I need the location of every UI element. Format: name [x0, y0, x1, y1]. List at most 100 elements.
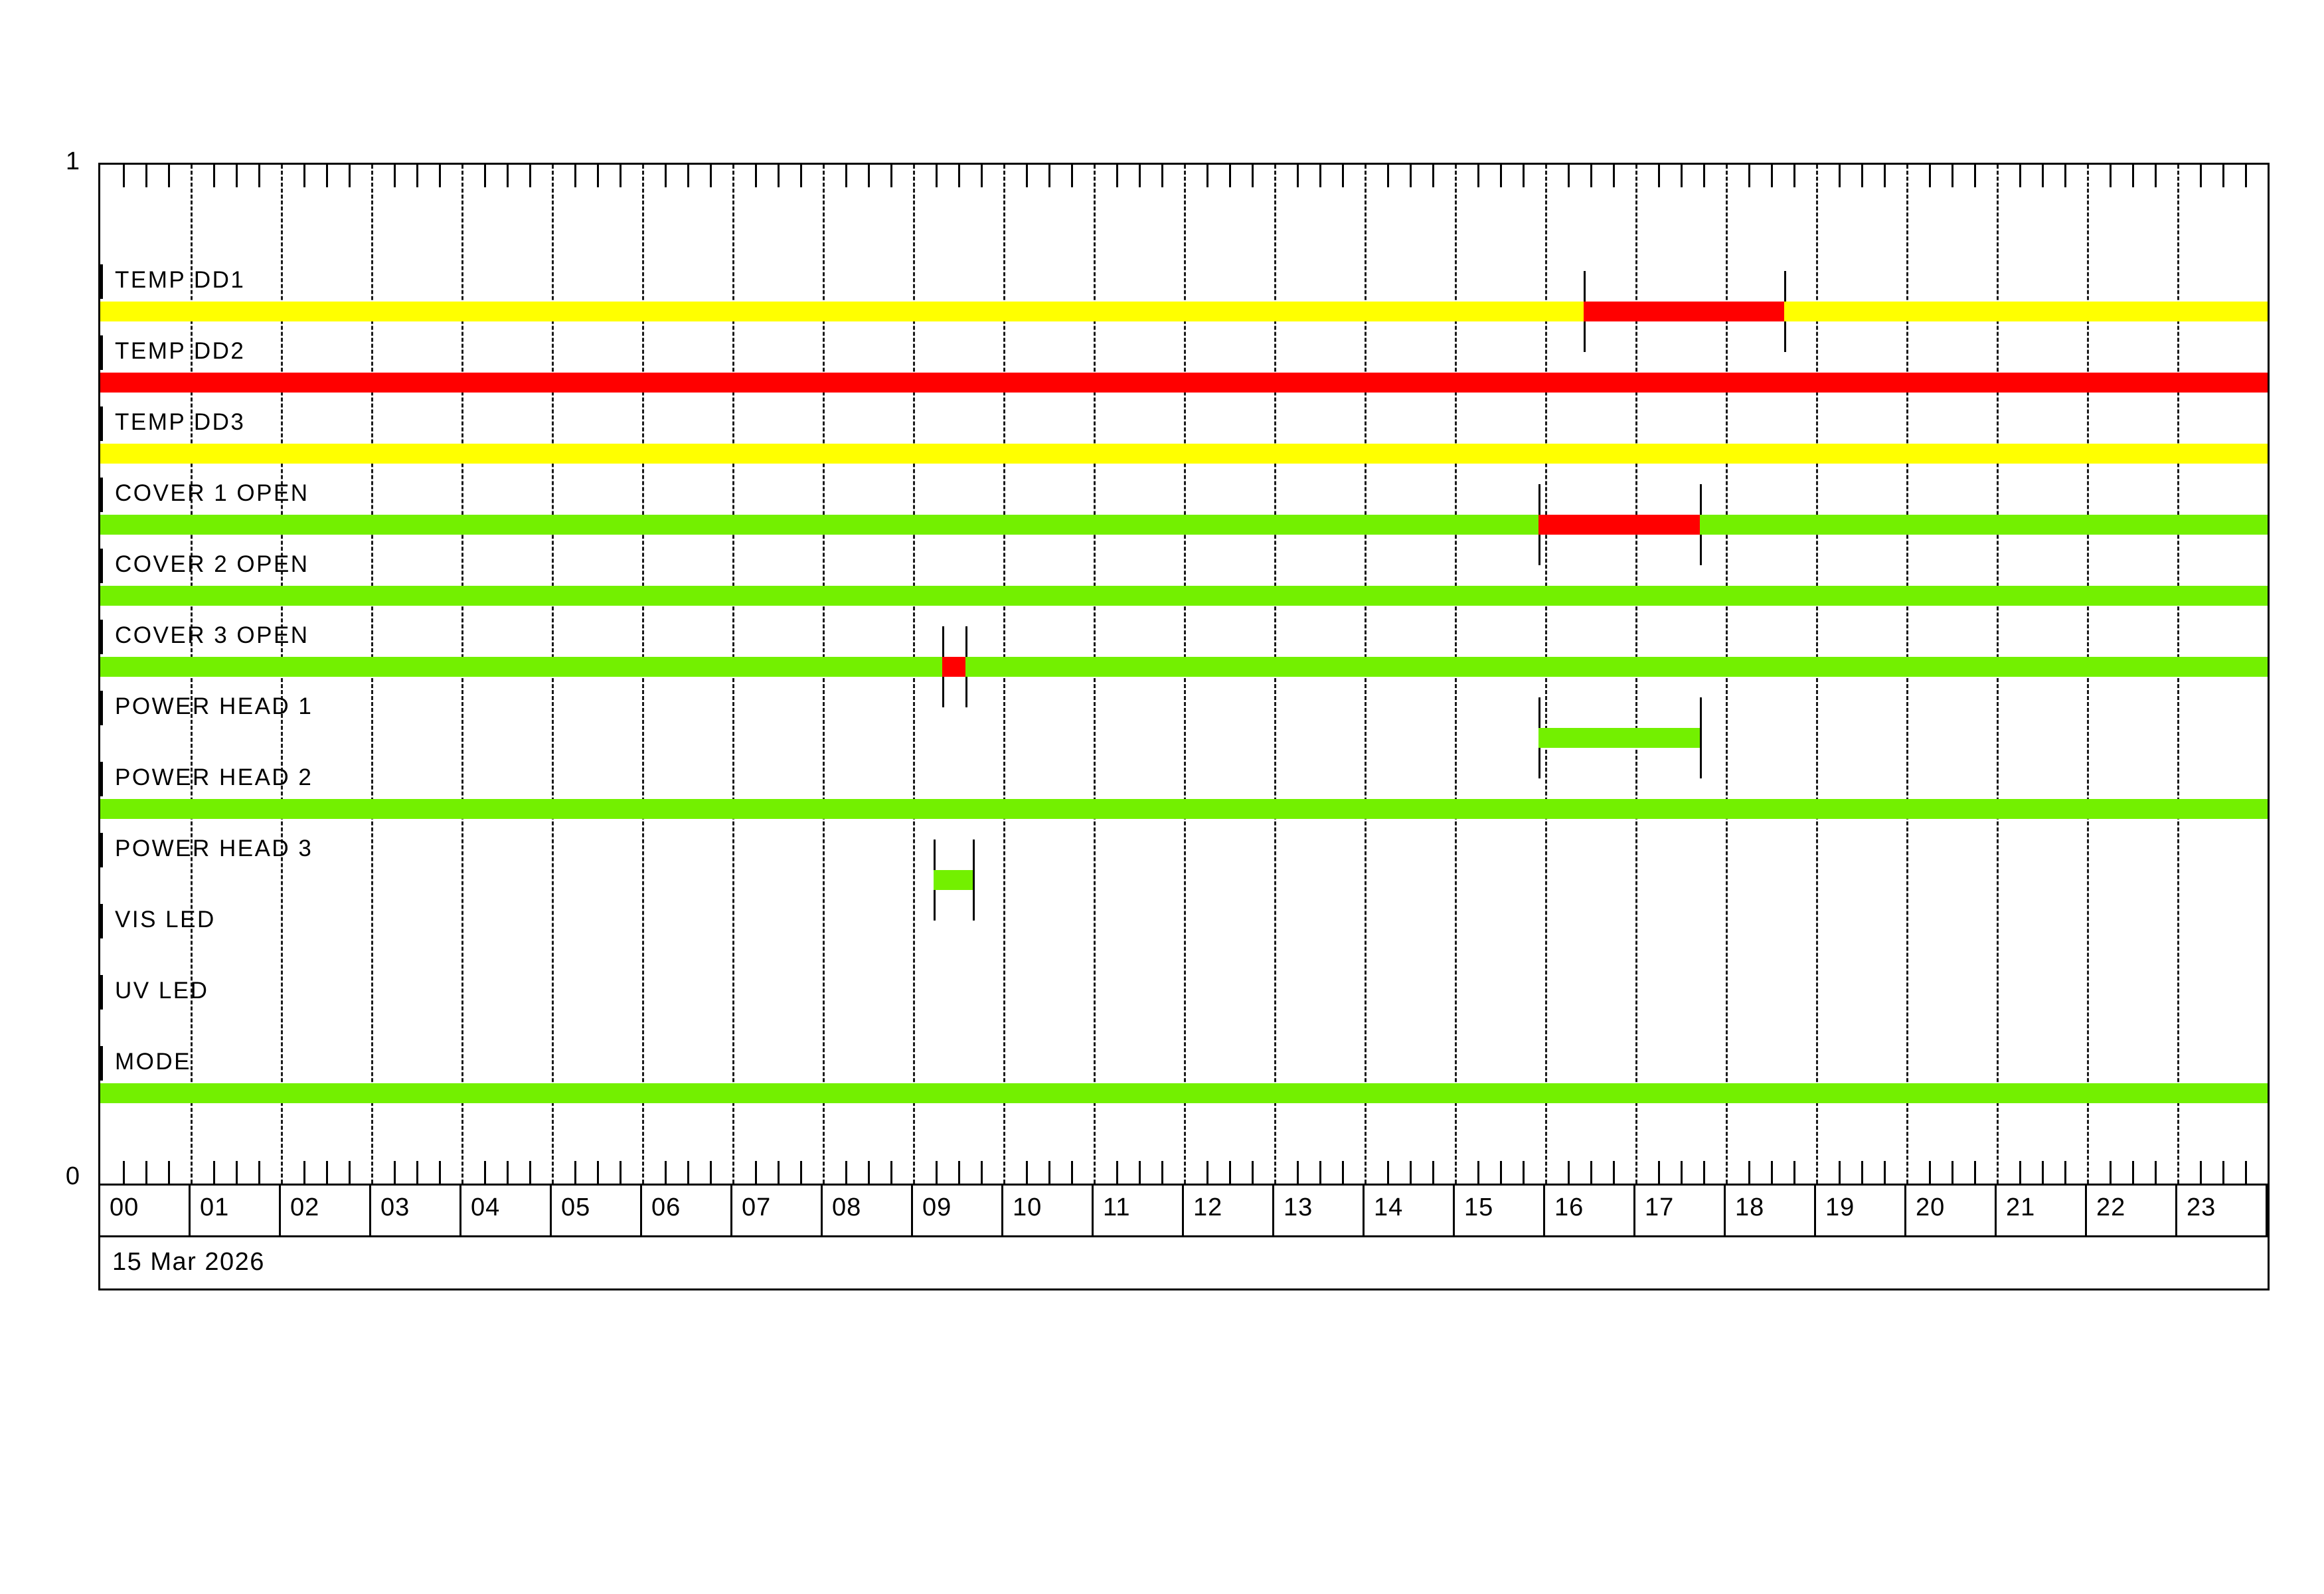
hour-tick-label: 14	[1374, 1194, 1404, 1221]
hour-tick-label-cell: 03	[371, 1186, 461, 1235]
x-axis-minor-tick-top	[1613, 165, 1615, 187]
hour-tick-label-cell: 12	[1184, 1186, 1274, 1235]
x-axis-minor-tick-top	[620, 165, 622, 187]
x-axis-minor-tick-bottom	[1161, 1161, 1163, 1184]
row-axis-tick	[100, 549, 103, 583]
x-axis-minor-tick-bottom	[2132, 1161, 2134, 1184]
hour-tick-label-cell: 01	[191, 1186, 281, 1235]
x-axis-minor-tick-top	[868, 165, 870, 187]
x-axis-minor-tick-top	[1703, 165, 1705, 187]
x-axis-minor-tick-bottom	[710, 1161, 712, 1184]
status-segment	[1538, 728, 1700, 748]
x-axis-minor-tick-bottom	[2222, 1161, 2224, 1184]
x-axis-minor-tick-top	[258, 165, 260, 187]
channel-label: TEMP DD2	[115, 338, 246, 364]
status-segment	[100, 799, 2268, 819]
x-axis-minor-tick-bottom	[1500, 1161, 1502, 1184]
channel-label: COVER 2 OPEN	[115, 551, 309, 577]
x-axis-minor-tick-top	[1500, 165, 1502, 187]
status-segment	[934, 870, 973, 890]
hour-tick-label-cell: 16	[1545, 1186, 1635, 1235]
status-segment	[965, 657, 2268, 677]
channel-label: UV LED	[115, 978, 209, 1004]
hour-tick-label-cell: 00	[100, 1186, 191, 1235]
hour-tick-label-cell: 13	[1274, 1186, 1365, 1235]
x-axis-minor-tick-top	[890, 165, 892, 187]
row-axis-tick	[100, 478, 103, 512]
y-axis-label-bottom: 0	[65, 1162, 80, 1190]
channel-label: VIS LED	[115, 907, 216, 932]
channel-label: TEMP DD1	[115, 267, 246, 293]
status-segment	[100, 1083, 2268, 1103]
hour-tick-label: 23	[2187, 1194, 2216, 1221]
x-axis-minor-tick-bottom	[1974, 1161, 1976, 1184]
hour-tick-label-cell: 05	[552, 1186, 642, 1235]
hour-tick-label: 08	[832, 1194, 862, 1221]
hour-tick-label-cell: 10	[1003, 1186, 1094, 1235]
x-axis-minor-tick-top	[416, 165, 418, 187]
hour-tick-label-cell: 18	[1726, 1186, 1816, 1235]
x-axis-minor-tick-bottom	[213, 1161, 215, 1184]
x-axis-minor-tick-top	[845, 165, 847, 187]
x-axis-minor-tick-top	[597, 165, 599, 187]
x-axis-minor-tick-top	[1951, 165, 1953, 187]
status-segment	[100, 373, 2268, 393]
x-axis-minor-tick-bottom	[1319, 1161, 1321, 1184]
x-axis-minor-tick-top	[1884, 165, 1886, 187]
hour-tick-label: 17	[1645, 1194, 1675, 1221]
hour-tick-label: 02	[290, 1194, 320, 1221]
x-axis-minor-tick-bottom	[1387, 1161, 1389, 1184]
x-axis-minor-tick-bottom	[1342, 1161, 1344, 1184]
hour-tick-label: 18	[1735, 1194, 1765, 1221]
x-axis-minor-tick-bottom	[2064, 1161, 2066, 1184]
x-axis-minor-tick-bottom	[665, 1161, 667, 1184]
x-axis-minor-tick-top	[168, 165, 170, 187]
x-axis-minor-tick-top	[145, 165, 147, 187]
x-axis-minor-tick-bottom	[1658, 1161, 1660, 1184]
x-axis-minor-tick-bottom	[936, 1161, 938, 1184]
row-axis-tick	[100, 406, 103, 441]
x-axis-minor-tick-top	[1523, 165, 1525, 187]
x-axis-minor-tick-top	[303, 165, 305, 187]
x-axis-minor-tick-bottom	[1523, 1161, 1525, 1184]
x-axis-minor-tick-bottom	[326, 1161, 328, 1184]
x-axis-minor-tick-bottom	[1884, 1161, 1886, 1184]
x-axis-minor-tick-bottom	[258, 1161, 260, 1184]
x-axis-minor-tick-top	[213, 165, 215, 187]
plot-inner: TEMP DD1 TEMP DD2 TEMP DD3 COVER 1 OPEN COVE…	[100, 165, 2268, 1184]
x-axis-minor-tick-bottom	[1048, 1161, 1050, 1184]
hour-tick-label: 19	[1825, 1194, 1855, 1221]
x-axis-minor-tick-top	[1342, 165, 1344, 187]
x-axis-minor-tick-bottom	[507, 1161, 509, 1184]
hour-tick-label-cell: 23	[2177, 1186, 2268, 1235]
x-axis-minor-tick-top	[755, 165, 757, 187]
x-axis-minor-tick-top	[484, 165, 486, 187]
x-axis-minor-tick-top	[958, 165, 960, 187]
channel-label: POWER HEAD 1	[115, 693, 313, 719]
x-axis-minor-tick-bottom	[1613, 1161, 1615, 1184]
x-axis-minor-tick-top	[1568, 165, 1570, 187]
x-axis-minor-tick-bottom	[1432, 1161, 1434, 1184]
x-axis-minor-tick-top	[236, 165, 238, 187]
x-axis-minor-tick-bottom	[574, 1161, 576, 1184]
x-axis-minor-tick-bottom	[1839, 1161, 1841, 1184]
x-axis-minor-tick-bottom	[1252, 1161, 1254, 1184]
x-axis-minor-tick-bottom	[2245, 1161, 2247, 1184]
x-axis-minor-tick-top	[1161, 165, 1163, 187]
x-axis-minor-tick-bottom	[484, 1161, 486, 1184]
hour-tick-label-cell: 19	[1816, 1186, 1906, 1235]
x-axis-minor-tick-bottom	[687, 1161, 689, 1184]
x-axis-minor-tick-bottom	[1116, 1161, 1118, 1184]
x-axis-minor-tick-bottom	[755, 1161, 757, 1184]
x-axis-minor-tick-top	[394, 165, 396, 187]
status-segment	[942, 657, 965, 677]
hour-tick-label-cell: 20	[1906, 1186, 1997, 1235]
hour-tick-label: 13	[1284, 1194, 1313, 1221]
x-axis-minor-tick-top	[778, 165, 780, 187]
hour-tick-label: 16	[1554, 1194, 1584, 1221]
x-axis-minor-tick-top	[1116, 165, 1118, 187]
x-axis-minor-tick-top	[2155, 165, 2157, 187]
status-segment	[1699, 515, 2268, 535]
x-axis-minor-tick-bottom	[958, 1161, 960, 1184]
hour-tick-label: 04	[471, 1194, 501, 1221]
